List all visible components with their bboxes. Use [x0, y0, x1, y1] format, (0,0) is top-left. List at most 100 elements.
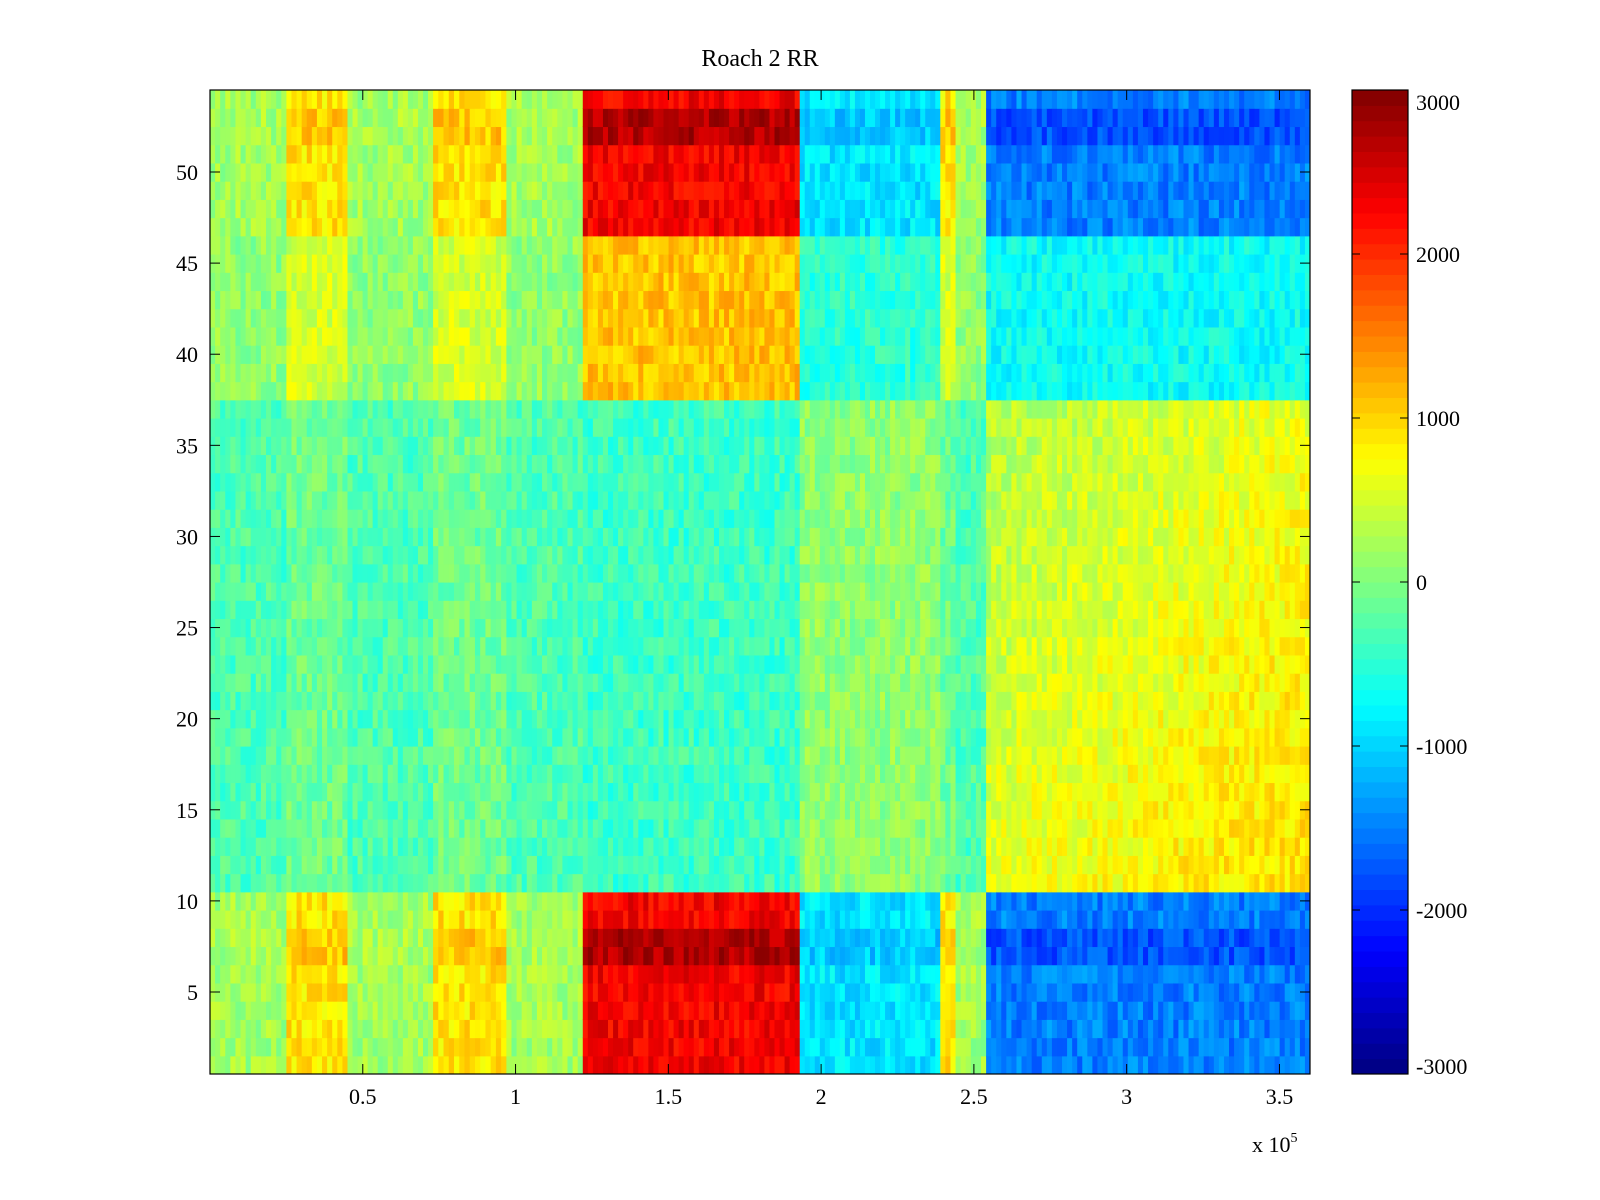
heatmap-cell	[521, 582, 528, 601]
heatmap-cell	[643, 326, 649, 346]
heatmap-cell	[397, 545, 404, 565]
heatmap-cell	[433, 181, 439, 200]
heatmap-cell	[587, 326, 594, 346]
heatmap-cell	[490, 1019, 497, 1039]
heatmap-cell	[618, 910, 624, 929]
heatmap-cell	[587, 217, 594, 237]
heatmap-cell	[271, 1055, 277, 1074]
heatmap-cell	[443, 910, 450, 929]
heatmap-cell	[245, 254, 252, 273]
heatmap-cell	[567, 654, 574, 674]
heatmap-cell	[448, 636, 455, 656]
heatmap-cell	[342, 654, 349, 674]
heatmap-cell	[552, 837, 558, 856]
heatmap-cell	[240, 472, 247, 492]
heatmap-cell	[557, 654, 563, 674]
heatmap-cell	[592, 600, 599, 620]
heatmap-cell	[377, 563, 384, 583]
heatmap-cell	[613, 436, 619, 456]
heatmap-cell	[417, 490, 424, 510]
heatmap-cell	[240, 126, 247, 146]
heatmap-cell	[587, 399, 594, 419]
heatmap-cell	[433, 891, 439, 911]
heatmap-cell	[663, 928, 670, 948]
heatmap-cell	[412, 727, 419, 747]
heatmap-cell	[357, 272, 364, 292]
heatmap-cell	[577, 254, 584, 273]
heatmap-cell	[658, 308, 665, 328]
heatmap-cell	[638, 381, 644, 401]
heatmap-cell	[311, 472, 318, 492]
heatmap-cell	[417, 1037, 424, 1057]
heatmap-cell	[422, 217, 429, 237]
heatmap-cell	[673, 144, 680, 164]
heatmap-cell	[511, 235, 518, 255]
heatmap-cell	[250, 727, 257, 747]
heatmap-cell	[562, 235, 569, 255]
heatmap-cell	[673, 90, 680, 109]
heatmap-cell	[577, 326, 584, 346]
heatmap-cell	[352, 600, 359, 620]
heatmap-cell	[552, 308, 558, 328]
heatmap-cell	[542, 764, 548, 784]
heatmap-cell	[322, 891, 328, 911]
heatmap-cell	[327, 181, 333, 200]
heatmap-cell	[397, 181, 404, 200]
heatmap-cell	[464, 600, 471, 620]
heatmap-cell	[291, 636, 298, 656]
heatmap-cell	[240, 90, 247, 109]
heatmap-cell	[316, 818, 323, 838]
heatmap-cell	[547, 509, 553, 528]
heatmap-cell	[633, 290, 639, 310]
heatmap-cell	[230, 308, 237, 328]
heatmap-cell	[643, 782, 649, 802]
heatmap-cell	[342, 90, 349, 109]
heatmap-cell	[407, 800, 414, 820]
heatmap-cell	[402, 454, 409, 474]
heatmap-cell	[235, 818, 242, 838]
heatmap-cell	[281, 454, 287, 474]
heatmap-cell	[306, 600, 313, 620]
heatmap-cell	[602, 1019, 609, 1039]
heatmap-cell	[542, 673, 548, 692]
heatmap-cell	[372, 254, 379, 273]
heatmap-cell	[608, 126, 614, 146]
heatmap-cell	[255, 108, 262, 128]
heatmap-cell	[225, 891, 231, 911]
heatmap-cell	[245, 873, 252, 893]
heatmap-cell	[382, 910, 389, 929]
heatmap-cell	[347, 345, 354, 364]
heatmap-cell	[582, 363, 589, 383]
heatmap-cell	[516, 199, 523, 219]
heatmap-cell	[638, 509, 644, 528]
heatmap-cell	[260, 162, 267, 182]
heatmap-cell	[276, 764, 282, 784]
heatmap-cell	[397, 709, 404, 729]
heatmap-cell	[557, 472, 563, 492]
heatmap-cell	[392, 600, 399, 620]
heatmap-cell	[582, 345, 589, 364]
heatmap-cell	[235, 326, 242, 346]
heatmap-cell	[521, 891, 528, 911]
heatmap-cell	[474, 982, 481, 1002]
heatmap-cell	[260, 764, 267, 784]
heatmap-cell	[255, 326, 262, 346]
heatmap-cell	[459, 691, 466, 711]
heatmap-cell	[347, 254, 354, 273]
heatmap-cell	[327, 363, 333, 383]
heatmap-cell	[306, 782, 313, 802]
heatmap-cell	[469, 108, 476, 128]
heatmap-cell	[501, 1055, 507, 1074]
heatmap-cell	[220, 691, 226, 711]
heatmap-cell	[653, 326, 660, 346]
heatmap-cell	[582, 308, 589, 328]
heatmap-cell	[602, 399, 609, 419]
heatmap-cell	[407, 855, 414, 875]
heatmap-cell	[587, 472, 594, 492]
heatmap-cell	[567, 254, 574, 273]
heatmap-cell	[501, 654, 507, 674]
heatmap-cell	[587, 90, 594, 109]
heatmap-cell	[402, 782, 409, 802]
heatmap-cell	[469, 691, 476, 711]
heatmap-cell	[653, 363, 660, 383]
